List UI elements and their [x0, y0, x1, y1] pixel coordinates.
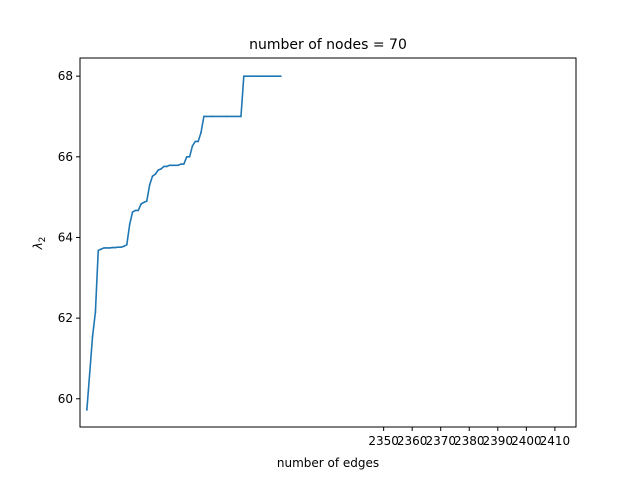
x-tick-label: 2390 — [483, 434, 514, 448]
data-point — [94, 311, 97, 313]
x-tick-label: 2400 — [511, 434, 542, 448]
x-tick-label: 2360 — [397, 434, 428, 448]
data-point — [126, 243, 128, 246]
data-point — [86, 409, 88, 411]
data-point — [171, 164, 174, 167]
data-point — [140, 203, 142, 205]
data-point — [280, 75, 282, 77]
chart-title: number of nodes = 70 — [249, 37, 407, 53]
data-point — [154, 173, 157, 175]
data-point — [97, 249, 100, 252]
data-point — [205, 115, 208, 118]
data-point — [243, 75, 245, 77]
data-point — [177, 164, 179, 167]
data-point — [211, 115, 214, 118]
data-point — [254, 75, 257, 77]
y-axis-label-symbol: λ — [31, 242, 45, 250]
x-tick-label: 2380 — [454, 434, 485, 448]
data-point — [128, 223, 131, 226]
data-point — [185, 156, 188, 158]
data-point — [143, 201, 145, 204]
data-point — [191, 145, 194, 147]
data-point — [160, 168, 162, 170]
data-point — [103, 247, 105, 249]
x-tick-label: 2370 — [425, 434, 456, 448]
x-tick-label: 2410 — [540, 434, 571, 448]
plot-area — [79, 57, 577, 428]
data-point — [123, 245, 125, 248]
data-point — [106, 247, 108, 249]
data-point — [114, 246, 117, 249]
y-axis-label: λ2 — [31, 237, 48, 251]
y-axis-label-subscript: 2 — [38, 237, 48, 243]
data-point — [157, 169, 159, 171]
data-point — [188, 156, 191, 158]
data-point — [268, 75, 271, 77]
data-point — [91, 335, 94, 338]
data-point — [145, 200, 148, 202]
data-point — [117, 246, 120, 248]
data-point — [180, 163, 182, 165]
data-point — [168, 164, 171, 167]
data-point — [148, 184, 151, 186]
data-point — [100, 248, 102, 250]
y-axis-ticks: 60 62 64 66 68 — [58, 69, 80, 406]
data-point — [174, 164, 177, 167]
data-point — [183, 163, 185, 165]
x-axis-label: number of edges — [277, 456, 379, 470]
data-point — [134, 209, 137, 212]
y-tick-label: 64 — [58, 230, 73, 244]
data-point — [165, 165, 168, 168]
data-point — [240, 115, 242, 118]
data-point — [108, 247, 111, 249]
data-point — [225, 115, 228, 118]
data-point — [194, 140, 197, 143]
data-point — [137, 209, 140, 212]
data-point — [151, 175, 154, 177]
y-tick-label: 68 — [58, 69, 73, 83]
data-point — [111, 246, 114, 249]
data-point — [200, 131, 202, 134]
x-tick-label: 2350 — [368, 434, 399, 448]
y-tick-label: 60 — [58, 392, 73, 406]
data-point — [197, 140, 199, 143]
data-point — [163, 165, 165, 168]
data-point — [203, 115, 205, 118]
y-tick-label: 62 — [58, 311, 73, 325]
data-point — [131, 211, 134, 213]
data-points — [86, 75, 282, 411]
y-tick-label: 66 — [58, 150, 73, 164]
data-point — [120, 246, 122, 248]
